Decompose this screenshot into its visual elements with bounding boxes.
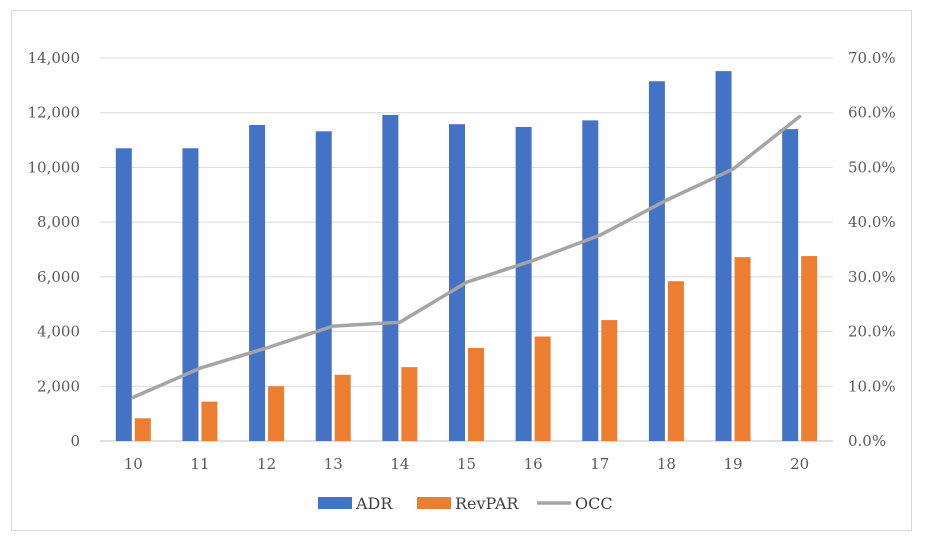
legend-swatch-adr (318, 497, 352, 509)
left-axis-tick-labels: 0 2,000 4,000 6,000 8,000 10,000 12,000 14,000 (28, 49, 81, 450)
left-axis-tick-label: 4,000 (37, 323, 80, 341)
x-axis-tick-label: 16 (524, 455, 543, 473)
bar-marks (115, 71, 818, 442)
right-axis-tick-label: 0.0% (848, 432, 886, 450)
bar-adr (582, 120, 599, 442)
x-axis-tick-label: 17 (590, 455, 609, 473)
left-axis-tick-label: 8,000 (37, 213, 80, 231)
bar-revpar (401, 367, 418, 441)
bar-revpar (468, 347, 484, 441)
x-axis-tick-label: 18 (657, 455, 676, 473)
bar-revpar (534, 336, 551, 441)
bar-revpar (201, 401, 218, 441)
line-occ (131, 114, 802, 399)
bar-adr (715, 71, 732, 441)
bar-revpar (601, 320, 618, 441)
bar-adr (449, 124, 465, 441)
right-axis-tick-label: 60.0% (848, 104, 896, 122)
bar-adr (515, 126, 532, 441)
legend: ADR RevPAR OCC (318, 494, 613, 513)
x-axis-tick-label: 15 (457, 455, 476, 473)
legend-swatch-revpar (417, 497, 451, 509)
left-axis-tick-label: 14,000 (28, 49, 81, 67)
left-axis-tick-label: 2,000 (37, 377, 80, 395)
x-axis-tick-labels: 10 11 12 13 14 15 16 17 18 19 20 (124, 455, 809, 473)
bar-adr (648, 81, 665, 441)
bar-revpar (801, 256, 818, 441)
gridlines (100, 57, 833, 442)
x-axis-tick-label: 13 (324, 455, 343, 473)
bar-adr (782, 129, 799, 441)
bar-revpar (268, 386, 285, 441)
x-axis-tick-label: 11 (190, 455, 209, 473)
right-axis-tick-labels: 0.0% 10.0% 20.0% 30.0% 40.0% 50.0% 60.0% 70.0% (848, 49, 896, 450)
left-axis-tick-label: 6,000 (37, 268, 80, 286)
legend-label-occ: OCC (575, 494, 613, 513)
x-axis-tick-label: 14 (390, 455, 409, 473)
left-axis-tick-label: 10,000 (28, 158, 81, 176)
legend-label-adr: ADR (355, 494, 393, 513)
left-axis-tick-label: 12,000 (28, 104, 81, 122)
right-axis-tick-label: 40.0% (848, 213, 896, 231)
bar-adr (115, 148, 132, 441)
x-axis-tick-label: 19 (723, 455, 742, 473)
bar-revpar (667, 281, 684, 441)
x-axis-tick-label: 20 (790, 455, 809, 473)
bar-revpar (734, 257, 751, 441)
bar-adr (315, 131, 332, 441)
right-axis-tick-label: 70.0% (848, 49, 896, 67)
right-axis-tick-label: 50.0% (848, 158, 896, 176)
x-axis-tick-label: 10 (124, 455, 143, 473)
right-axis-tick-label: 20.0% (848, 323, 896, 341)
right-axis-tick-label: 10.0% (848, 377, 896, 395)
line-marks (131, 114, 802, 399)
bar-adr (382, 114, 399, 441)
legend-label-revpar: RevPAR (455, 494, 519, 513)
x-axis-tick-label: 12 (257, 455, 276, 473)
bar-adr (249, 125, 266, 442)
left-axis-tick-label: 0 (70, 432, 80, 450)
bar-revpar (334, 374, 351, 441)
right-axis-tick-label: 30.0% (848, 268, 896, 286)
bar-adr (182, 148, 199, 441)
bar-revpar (134, 418, 151, 441)
